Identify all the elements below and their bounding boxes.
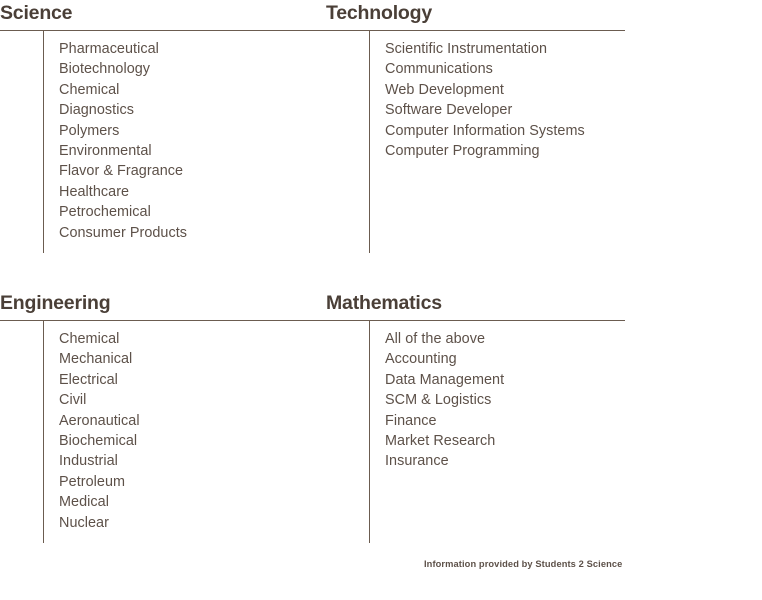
column-divider-mathematics [369,321,370,543]
list-item: Diagnostics [59,102,134,119]
list-item: Healthcare [59,183,130,200]
list-item: Data Management [385,371,505,388]
list-item: Biochemical [59,433,138,450]
list-item: Communications [385,61,493,78]
list-item: Medical [59,494,109,511]
list-item: Petrochemical [59,204,151,221]
list-item: All of the above [385,331,486,347]
list-item: Chemical [59,81,120,98]
list-item: Pharmaceutical [59,41,159,57]
list-item: Environmental [59,143,152,160]
information-source-credit: Information provided by Students 2 Scien… [424,559,623,569]
category-heading-science: Science [0,2,73,24]
category-list-technology: Scientific Instrumentation Communication… [385,39,585,161]
list-item: Petroleum [59,473,126,490]
list-item: Insurance [385,453,449,470]
category-list-mathematics: All of the above Accounting Data Managem… [385,329,504,472]
list-item: Software Developer [385,102,513,119]
list-item: SCM & Logistics [385,392,492,409]
category-heading-mathematics: Mathematics [326,292,442,314]
list-item: Finance [385,412,437,429]
heading-divider-rule [0,30,625,31]
category-list-science: Pharmaceutical Biotechnology Chemical Di… [59,39,187,243]
list-item: Mechanical [59,351,133,368]
column-divider-science [43,31,44,253]
list-item: Biotechnology [59,61,151,78]
heading-divider-rule [0,320,625,321]
list-item: Electrical [59,371,118,388]
list-item: Nuclear [59,514,109,531]
list-item: Aeronautical [59,412,140,429]
list-item: Polymers [59,122,120,139]
column-divider-engineering [43,321,44,543]
category-heading-technology: Technology [326,2,432,24]
list-item: Flavor & Fragrance [59,163,184,180]
list-item: Industrial [59,453,118,470]
column-divider-technology [369,31,370,253]
list-item: Computer Programming [385,143,540,160]
list-item: Civil [59,392,87,409]
list-item: Scientific Instrumentation [385,41,548,57]
list-item: Computer Information Systems [385,122,585,139]
list-item: Chemical [59,331,120,347]
list-item: Web Development [385,81,504,98]
list-item: Market Research [385,433,496,450]
category-heading-engineering: Engineering [0,292,111,314]
category-list-engineering: Chemical Mechanical Electrical Civil Aer… [59,329,140,533]
list-item: Consumer Products [59,224,188,241]
list-item: Accounting [385,351,457,368]
